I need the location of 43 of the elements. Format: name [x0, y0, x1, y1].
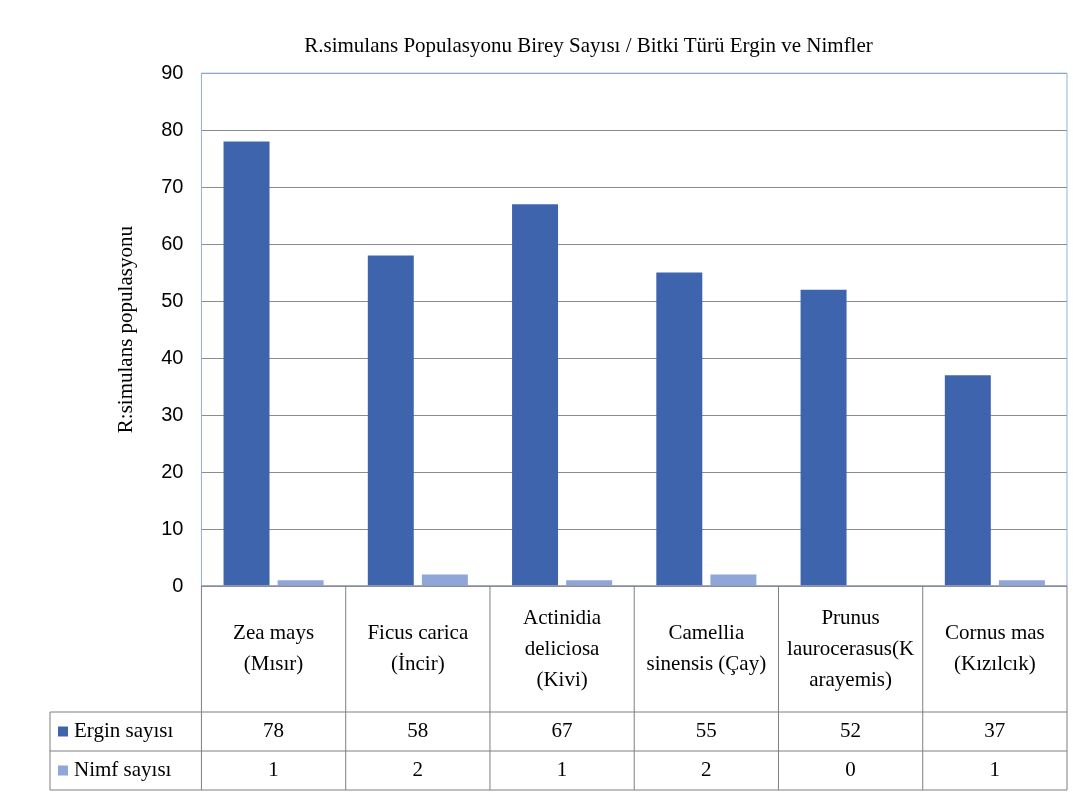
- y-tick-label: 80: [161, 117, 184, 140]
- x-tick-label: Cornus mas (Kızılcık): [945, 620, 1045, 676]
- x-tick-label: Zea mays (Mısır): [233, 620, 315, 676]
- y-tick-label: 10: [161, 516, 184, 539]
- data-label: 55: [695, 718, 717, 743]
- legend-label: Nimf sayısı: [74, 757, 172, 782]
- bar: [566, 580, 613, 586]
- data-label: 78: [263, 718, 285, 743]
- data-label: 1: [268, 757, 279, 782]
- data-label: 67: [551, 718, 573, 743]
- y-tick-label: 20: [161, 459, 184, 482]
- legend-label: Ergin sayısı: [74, 718, 174, 743]
- bar: [800, 289, 847, 586]
- data-label: 1: [556, 757, 568, 782]
- y-tick-label: 40: [161, 345, 184, 368]
- y-tick-label: 60: [161, 231, 184, 254]
- bar: [277, 580, 324, 586]
- data-label: 1: [989, 757, 1001, 782]
- data-label: 37: [984, 718, 1006, 743]
- data-label: 2: [412, 757, 424, 782]
- chart-title: R.simulans Populasyonu Birey Sayısı / Bitki Türü Ergin ve Nimfler: [304, 33, 873, 58]
- bar: [944, 375, 991, 586]
- x-tick-label: Camellia sinensis (Çay): [646, 620, 767, 676]
- bar: [656, 272, 703, 586]
- bar: [421, 574, 468, 586]
- y-tick-label: 70: [161, 174, 184, 197]
- data-label: 52: [840, 718, 862, 743]
- x-tick-label: Ficus carica (İncir): [367, 620, 469, 676]
- bar: [998, 580, 1045, 586]
- bar: [710, 574, 757, 586]
- y-tick-label: 50: [161, 288, 184, 311]
- data-label: 0: [845, 757, 856, 782]
- bar: [512, 204, 559, 586]
- bar: [367, 255, 414, 586]
- y-tick-label: 0: [172, 573, 184, 596]
- y-tick-label: 90: [161, 60, 184, 83]
- y-axis-title: R:simulans populasyonu: [113, 225, 138, 434]
- data-label: 58: [407, 718, 429, 743]
- bar: [223, 141, 270, 586]
- y-tick-label: 30: [161, 402, 184, 425]
- x-tick-label: Prunus laurocerasus(Karayemis): [787, 604, 915, 691]
- data-label: 2: [701, 757, 712, 782]
- x-tick-label: Actinidia deliciosa (Kivi): [523, 604, 602, 691]
